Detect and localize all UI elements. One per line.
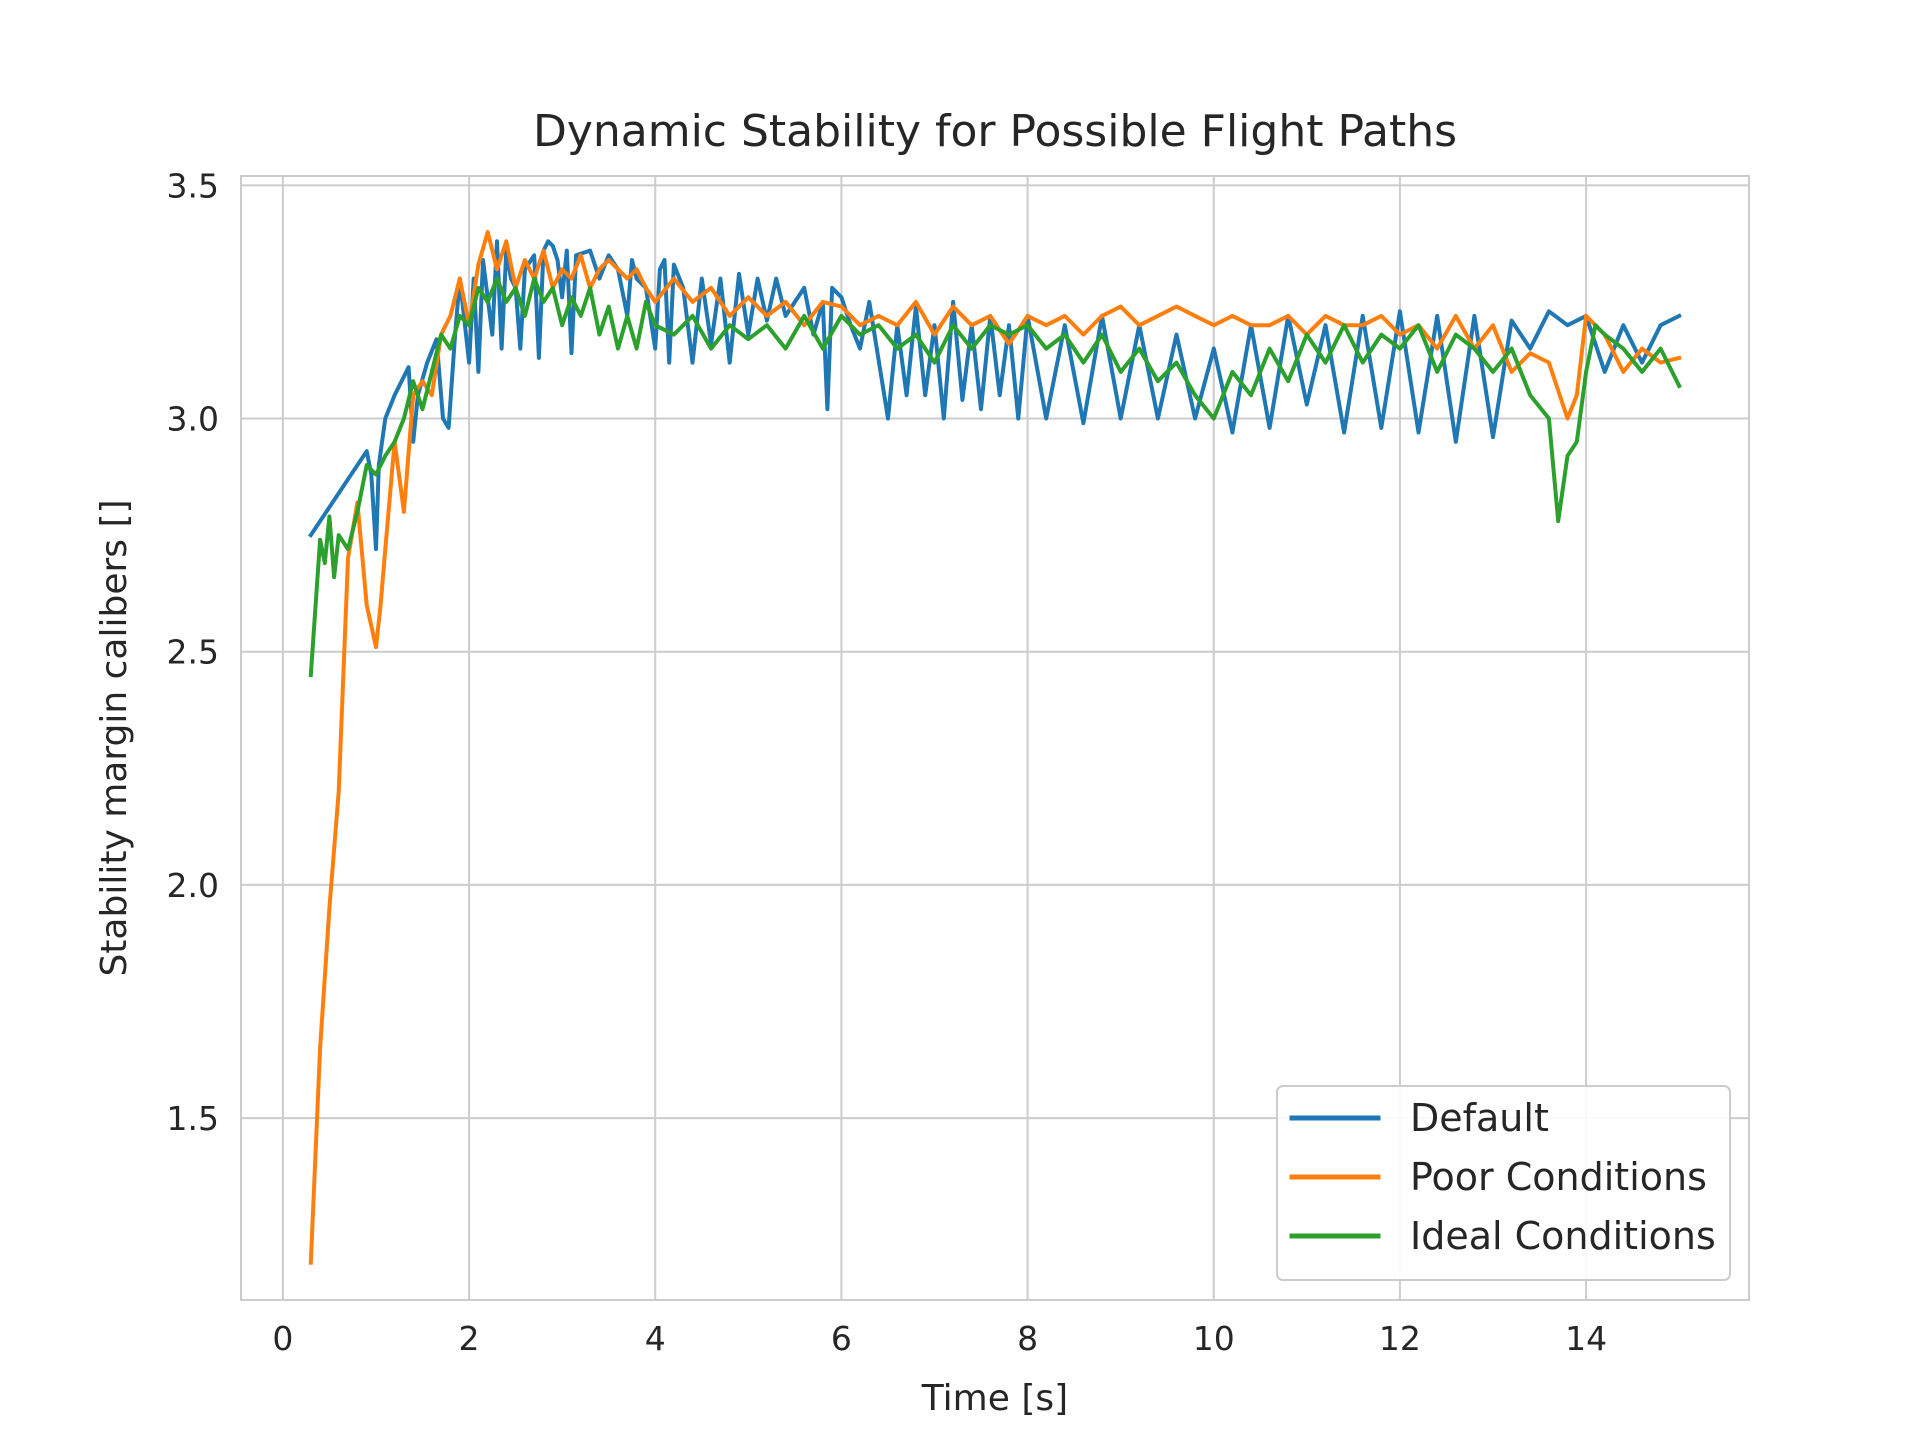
legend-box xyxy=(1276,1085,1731,1281)
x-axis-title: Time [s] xyxy=(921,1378,1068,1419)
x-tick-label: 0 xyxy=(272,1319,293,1358)
plot-frame xyxy=(240,175,1750,1301)
x-tick-label: 12 xyxy=(1379,1319,1421,1358)
y-tick-label: 1.5 xyxy=(167,1099,219,1138)
y-tick-label: 3.0 xyxy=(167,400,219,439)
legend-label-default: Default xyxy=(1410,1096,1549,1140)
series-line-ideal-conditions xyxy=(308,276,1682,678)
y-tick-label: 3.5 xyxy=(167,166,219,205)
legend-label-ideal-conditions: Ideal Conditions xyxy=(1410,1214,1716,1258)
chart-title: Dynamic Stability for Possible Flight Pa… xyxy=(533,106,1457,157)
x-tick-label: 6 xyxy=(831,1319,852,1358)
y-tick-label: 2.0 xyxy=(167,866,219,905)
series-line-poor-conditions xyxy=(308,230,1682,1265)
x-tick-label: 14 xyxy=(1565,1319,1607,1358)
x-tick-label: 10 xyxy=(1193,1319,1235,1358)
y-tick-label: 2.5 xyxy=(167,633,219,672)
tick-labels: 0 2 4 6 8 10 12 14 1.5 2.0 2.5 3.0 3.5 xyxy=(167,166,1608,1358)
legend: Default Poor Conditions Ideal Conditions xyxy=(1276,1085,1731,1281)
series-line-default xyxy=(308,239,1682,552)
x-tick-label: 2 xyxy=(459,1319,480,1358)
y-axis-title: Stability margin calibers [] xyxy=(94,499,135,976)
legend-label-poor-conditions: Poor Conditions xyxy=(1410,1155,1707,1199)
series-lines xyxy=(308,230,1682,1265)
x-tick-label: 8 xyxy=(1017,1319,1038,1358)
x-tick-label: 4 xyxy=(645,1319,666,1358)
